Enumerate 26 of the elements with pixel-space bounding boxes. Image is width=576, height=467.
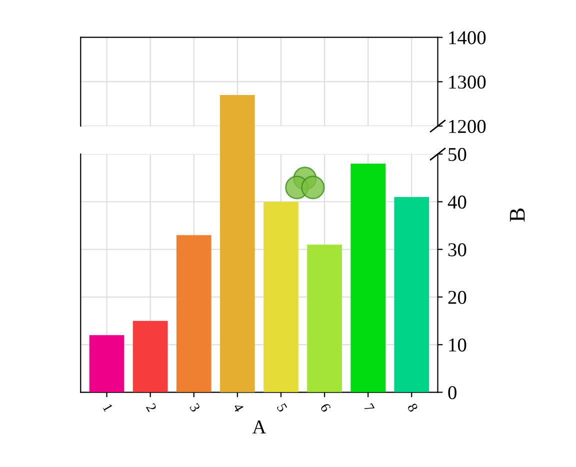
y-tick-label: 50	[448, 148, 466, 162]
x-tick-label: 2	[146, 402, 157, 412]
x-tick-label: 5	[276, 402, 288, 412]
bar	[307, 244, 342, 392]
y-tick-label: 30	[448, 243, 466, 256]
x-tick-label: 3	[189, 402, 200, 412]
y-tick-label: 1200	[449, 120, 486, 134]
bar	[132, 320, 168, 392]
y-tick-label: 1300	[449, 76, 486, 89]
x-tick-label: 6	[320, 402, 332, 413]
x-tick-label: 8	[407, 402, 418, 412]
y-tick-label: 40	[448, 196, 466, 209]
x-tick-label: 7	[364, 403, 375, 412]
y-tick-label: 20	[448, 290, 466, 304]
y-tick-label: 10	[449, 338, 466, 352]
bar	[264, 202, 298, 392]
x-tick-label: 1	[102, 403, 114, 412]
bar	[394, 196, 430, 392]
x-axis-title: A	[252, 420, 266, 434]
y-tick-label: 0	[448, 386, 456, 400]
bar	[176, 235, 212, 392]
bar	[350, 164, 386, 392]
y-tick-label: 1400	[449, 31, 486, 44]
y-axis-title: B	[510, 208, 525, 222]
bar	[89, 335, 124, 392]
x-tick-label: 4	[232, 402, 244, 413]
